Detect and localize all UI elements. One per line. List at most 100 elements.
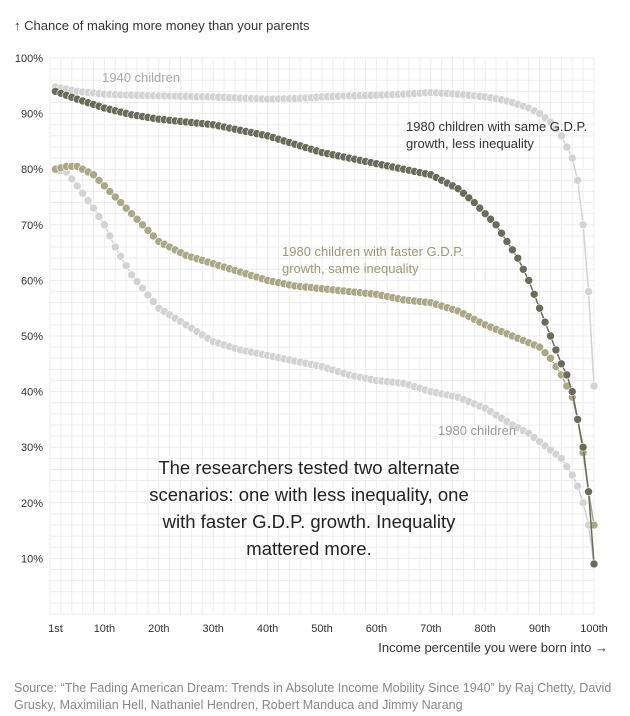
data-point <box>475 203 485 213</box>
y-tick-label: 100% <box>15 53 43 65</box>
source-note: Source: “The Fading American Dream: Tren… <box>14 681 612 712</box>
x-tick-label: 20th <box>148 623 169 635</box>
data-point <box>567 470 577 480</box>
x-tick-label: 50th <box>311 623 332 635</box>
data-point <box>573 415 582 424</box>
data-point <box>562 462 572 471</box>
data-point <box>546 353 555 363</box>
data-point <box>578 498 588 508</box>
x-tick-label: 1st <box>48 623 63 635</box>
series-label-1980-children-with-faster-g-d-p-growth-same-inequality: 1980 children with faster G.D.P. growth, … <box>282 244 464 276</box>
data-point <box>546 117 555 127</box>
x-tick-label: 70th <box>420 623 441 635</box>
series-labels: 1940 children 1980 children with same G.D… <box>102 70 587 438</box>
data-point <box>149 297 158 306</box>
data-point <box>100 181 109 191</box>
y-tick-label: 50% <box>21 331 43 343</box>
data-point <box>89 203 98 213</box>
data-point <box>89 170 98 180</box>
data-point <box>453 184 463 193</box>
series-1980-children <box>51 164 599 569</box>
y-axis-ticks: 10% 20% 30% 40% 50% 60% 70% 80% 90% 100% <box>15 53 43 565</box>
data-point <box>464 193 474 203</box>
data-point <box>127 209 136 218</box>
data-point <box>535 303 544 313</box>
data-point <box>94 176 104 185</box>
data-point <box>110 192 120 202</box>
y-tick-label: 70% <box>21 220 43 232</box>
x-tick-label: 40th <box>257 623 278 635</box>
data-point <box>578 220 588 230</box>
data-point <box>110 242 120 252</box>
data-point <box>116 198 126 207</box>
data-point <box>524 276 534 285</box>
data-point <box>535 342 544 352</box>
data-point <box>584 287 593 296</box>
series-label-1980-children: 1980 children <box>438 423 516 438</box>
data-point <box>567 387 577 396</box>
data-point <box>546 331 555 341</box>
y-tick-label: 90% <box>21 109 43 121</box>
data-point <box>127 270 136 280</box>
x-tick-label: 30th <box>202 623 223 635</box>
data-point <box>138 283 147 293</box>
data-point <box>540 348 550 357</box>
data-point <box>518 264 528 274</box>
data-point <box>459 188 468 198</box>
data-point <box>121 203 131 213</box>
series-label-1980-children-with-same-g-d-p-growth-less-inequality: 1980 children with same G.D.P. growth, le… <box>406 119 587 151</box>
data-point <box>551 124 561 134</box>
data-point <box>78 188 87 198</box>
series-label-1940-children: 1940 children <box>102 70 180 85</box>
data-point <box>480 209 490 218</box>
x-tick-label: 100th <box>580 623 608 635</box>
data-point <box>470 198 479 207</box>
data-point <box>143 226 153 235</box>
data-point <box>105 231 115 241</box>
data-point <box>589 381 599 391</box>
data-point <box>573 176 582 185</box>
data-point <box>502 237 512 246</box>
y-tick-label: 30% <box>21 442 43 454</box>
data-point <box>508 245 517 255</box>
data-point <box>562 370 572 380</box>
data-point <box>584 487 593 496</box>
data-point <box>67 174 77 184</box>
data-point <box>143 290 153 300</box>
data-point <box>121 261 131 270</box>
data-point <box>567 153 577 163</box>
data-point <box>132 277 142 286</box>
annotation-text: The researchers tested two alternate scen… <box>149 457 468 559</box>
x-tick-label: 80th <box>474 623 495 635</box>
data-point <box>486 214 495 224</box>
x-tick-label: 10th <box>94 623 115 635</box>
data-point <box>491 220 501 230</box>
annotation: The researchers tested two alternate scen… <box>149 457 468 559</box>
data-point <box>589 520 599 530</box>
data-point <box>100 220 109 230</box>
data-point <box>132 214 142 224</box>
data-point <box>589 559 599 569</box>
y-axis-title: ↑ Chance of making more money than your … <box>14 18 310 33</box>
series-1940-children <box>51 82 599 391</box>
data-point <box>540 317 550 327</box>
data-point <box>573 481 582 491</box>
data-point <box>497 228 506 238</box>
data-point <box>513 253 523 263</box>
data-point <box>551 345 561 355</box>
data-point <box>138 220 147 230</box>
data-point <box>562 142 572 152</box>
data-point <box>105 187 115 196</box>
data-point <box>557 359 566 369</box>
data-point <box>529 289 539 299</box>
x-axis-ticks: 1st 10th 20th 30th 40th 50th 60th 70th 80th 90th 1… <box>48 623 608 635</box>
data-point <box>557 454 566 463</box>
data-point <box>557 131 566 141</box>
data-point <box>149 231 158 241</box>
data-point <box>83 196 93 206</box>
data-point <box>578 442 588 452</box>
x-axis-title: Income percentile you were born into → <box>378 640 608 655</box>
chart-series <box>51 82 599 569</box>
y-tick-label: 80% <box>21 164 43 176</box>
